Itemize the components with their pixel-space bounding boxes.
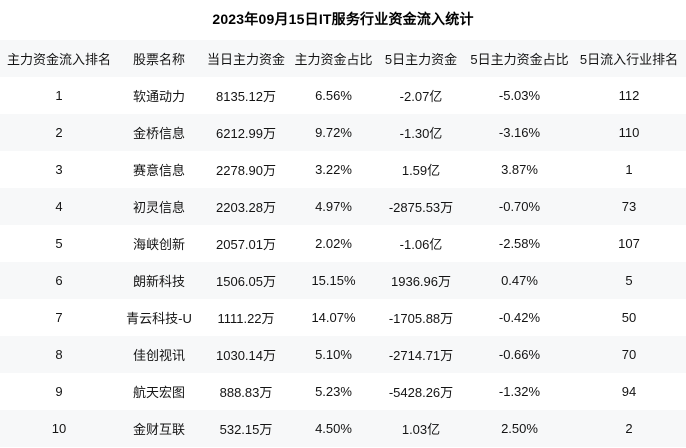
cell-5: -0.70% xyxy=(498,199,541,214)
cell-4: 1.59亿 xyxy=(401,163,441,178)
table-row: 2 金桥信息 6212.99万 9.72% -1.30亿 -3.16% 110 xyxy=(0,114,686,151)
cell-0: 10 xyxy=(51,421,67,436)
cell-3: 4.50% xyxy=(315,421,352,436)
cell-2: 2203.28万 xyxy=(216,200,276,215)
cell-6: 112 xyxy=(618,88,640,103)
cell-3: 5.23% xyxy=(315,384,352,399)
cell-2: 6212.99万 xyxy=(216,126,276,141)
table-row: 10 金财互联 532.15万 4.50% 1.03亿 2.50% 2 xyxy=(0,410,686,447)
cell-4: -2714.71万 xyxy=(388,348,454,363)
table-row: 5 海峡创新 2057.01万 2.02% -1.06亿 -2.58% 107 xyxy=(0,225,686,262)
cell-3: 15.15% xyxy=(311,273,356,288)
cell-1: 青云科技-U xyxy=(126,311,192,326)
cell-1: 金财互联 xyxy=(132,422,185,437)
table-row: 4 初灵信息 2203.28万 4.97% -2875.53万 -0.70% 73 xyxy=(0,188,686,225)
cell-1: 赛意信息 xyxy=(132,163,185,178)
cell-2: 1506.05万 xyxy=(216,274,276,289)
cell-4: -5428.26万 xyxy=(388,385,454,400)
cell-5: 2.50% xyxy=(501,421,538,436)
cell-5: -3.16% xyxy=(498,125,541,140)
column-header-4: 5日主力资金 xyxy=(384,52,458,67)
table-row: 6 朗新科技 1506.05万 15.15% 1936.96万 0.47% 5 xyxy=(0,262,686,299)
cell-3: 9.72% xyxy=(315,125,352,140)
cell-1: 佳创视讯 xyxy=(132,348,185,363)
cell-3: 5.10% xyxy=(315,347,352,362)
cell-0: 6 xyxy=(55,273,63,288)
cell-0: 5 xyxy=(55,236,63,251)
cell-0: 2 xyxy=(55,125,63,140)
cell-6: 94 xyxy=(621,384,637,399)
table-head: 主力资金流入排名 股票名称 当日主力资金 主力资金占比 5日主力资金 5日主力资金占比 5日… xyxy=(0,40,686,77)
cell-6: 5 xyxy=(625,273,633,288)
cell-0: 8 xyxy=(55,347,63,362)
column-header-2: 当日主力资金 xyxy=(206,52,285,67)
cell-3: 6.56% xyxy=(315,88,352,103)
cell-2: 2278.90万 xyxy=(216,163,276,178)
cell-2: 1030.14万 xyxy=(216,348,276,363)
column-header-3: 主力资金占比 xyxy=(294,52,373,67)
cell-4: -1.06亿 xyxy=(399,237,443,252)
cell-3: 14.07% xyxy=(311,310,356,325)
cell-5: 3.87% xyxy=(501,162,538,177)
header-row: 主力资金流入排名 股票名称 当日主力资金 主力资金占比 5日主力资金 5日主力资金占比 5日… xyxy=(0,40,686,77)
page-title: 2023年09月15日IT服务行业资金流入统计 xyxy=(212,11,474,27)
cell-6: 1 xyxy=(625,162,633,177)
cell-5: 0.47% xyxy=(501,273,538,288)
cell-6: 73 xyxy=(621,199,637,214)
column-header-0: 主力资金流入排名 xyxy=(6,52,111,67)
cell-4: 1.03亿 xyxy=(401,422,441,437)
cell-4: 1936.96万 xyxy=(391,274,451,289)
cell-2: 888.83万 xyxy=(219,385,273,400)
table-row: 3 赛意信息 2278.90万 3.22% 1.59亿 3.87% 1 xyxy=(0,151,686,188)
cell-4: -1.30亿 xyxy=(399,126,443,141)
cell-1: 海峡创新 xyxy=(132,237,185,252)
table-row: 1 软通动力 8135.12万 6.56% -2.07亿 -5.03% 112 xyxy=(0,77,686,114)
cell-6: 50 xyxy=(621,310,637,325)
cell-1: 金桥信息 xyxy=(132,126,185,141)
cell-2: 1111.22万 xyxy=(217,311,275,326)
cell-0: 7 xyxy=(55,310,63,325)
cell-3: 2.02% xyxy=(315,236,352,251)
cell-0: 9 xyxy=(55,384,63,399)
cell-1: 朗新科技 xyxy=(132,274,185,289)
table-body: 1 软通动力 8135.12万 6.56% -2.07亿 -5.03% 112 2 金桥信息 62… xyxy=(0,77,686,447)
cell-0: 1 xyxy=(55,88,63,103)
cell-6: 110 xyxy=(618,125,640,140)
cell-5: -2.58% xyxy=(498,236,541,251)
column-header-1: 股票名称 xyxy=(132,52,185,67)
cell-2: 532.15万 xyxy=(219,422,273,437)
capital-flow-table: 主力资金流入排名 股票名称 当日主力资金 主力资金占比 5日主力资金 5日主力资金占比 5日… xyxy=(0,40,686,447)
column-header-5: 5日主力资金占比 xyxy=(470,52,569,67)
cell-4: -1705.88万 xyxy=(388,311,454,326)
cell-6: 70 xyxy=(621,347,637,362)
cell-2: 2057.01万 xyxy=(216,237,276,252)
table-row: 7 青云科技-U 1111.22万 14.07% -1705.88万 -0.42% 50 xyxy=(0,299,686,336)
cell-6: 2 xyxy=(625,421,633,436)
cell-3: 3.22% xyxy=(315,162,352,177)
table-row: 9 航天宏图 888.83万 5.23% -5428.26万 -1.32% 94 xyxy=(0,373,686,410)
cell-1: 软通动力 xyxy=(132,89,185,104)
table-row: 8 佳创视讯 1030.14万 5.10% -2714.71万 -0.66% 70 xyxy=(0,336,686,373)
cell-6: 107 xyxy=(618,236,640,251)
cell-1: 初灵信息 xyxy=(132,200,185,215)
cell-5: -0.66% xyxy=(498,347,541,362)
cell-0: 3 xyxy=(55,162,63,177)
cell-3: 4.97% xyxy=(315,199,352,214)
column-header-6: 5日流入行业排名 xyxy=(579,52,679,67)
cell-2: 8135.12万 xyxy=(216,89,276,104)
cell-5: -5.03% xyxy=(498,88,541,103)
cell-4: -2875.53万 xyxy=(388,200,454,215)
cell-5: -1.32% xyxy=(498,384,541,399)
cell-5: -0.42% xyxy=(498,310,541,325)
cell-1: 航天宏图 xyxy=(132,385,185,400)
cell-4: -2.07亿 xyxy=(399,89,443,104)
cell-0: 4 xyxy=(55,199,63,214)
